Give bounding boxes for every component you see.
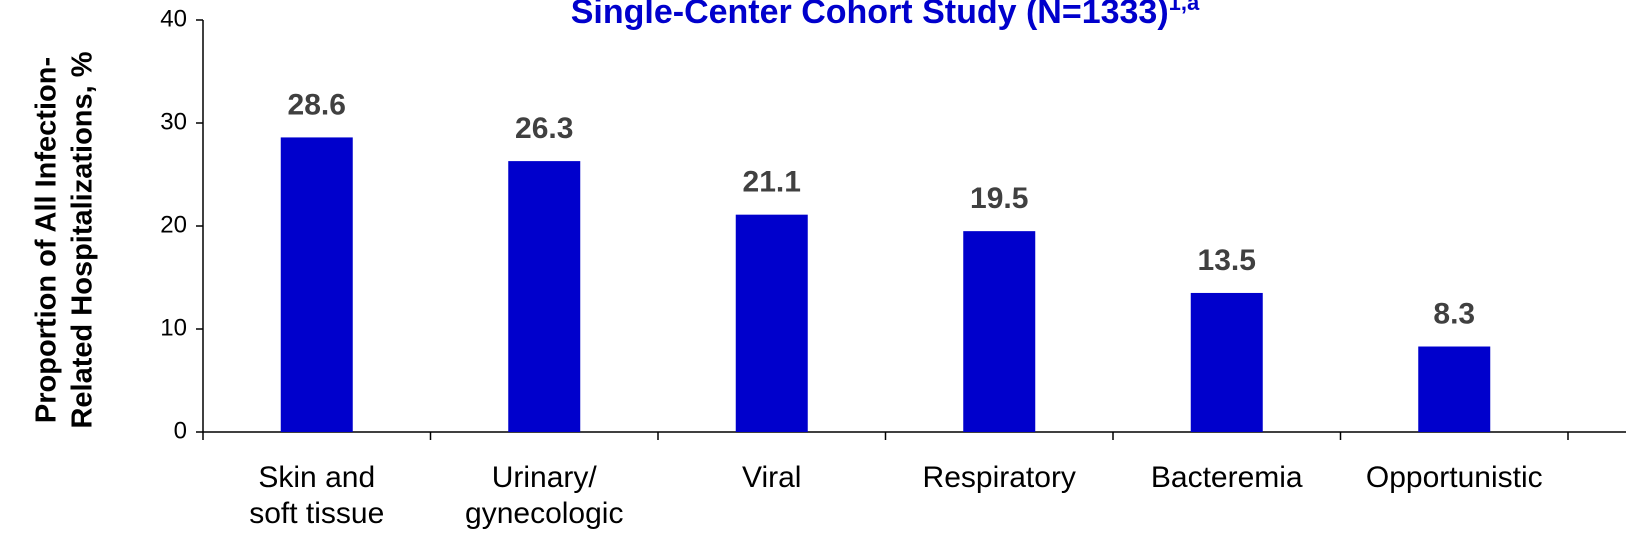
value-label: 13.5: [1198, 244, 1256, 277]
title-superscript: 1,a: [1169, 0, 1200, 15]
y-axis-label: Related Hospitalizations, %: [67, 51, 99, 428]
y-tick-label: 20: [160, 211, 187, 238]
x-tick-label: Viral: [742, 461, 801, 494]
x-tick-label: Respiratory: [923, 461, 1076, 494]
x-tick-label: Urinary/gynecologic: [465, 461, 623, 530]
bar: [735, 214, 808, 432]
value-label: 28.6: [288, 88, 346, 121]
value-label: 21.1: [743, 166, 801, 199]
bar: [1418, 346, 1491, 432]
x-tick-label: Opportunistic: [1366, 461, 1543, 494]
bar: [280, 137, 353, 433]
value-label: 8.3: [1433, 297, 1475, 330]
x-tick-label: Skin and soft tissue: [249, 461, 384, 530]
value-label: 26.3: [515, 112, 573, 145]
chart-title: Single-Center Cohort Study (N=1333)1,a: [571, 0, 1200, 31]
x-tick-label: Bacteremia: [1151, 461, 1303, 494]
y-tick-label: 10: [160, 314, 187, 341]
value-label: 19.5: [970, 182, 1028, 215]
y-tick-label: 40: [160, 5, 187, 32]
y-tick-label: 0: [174, 417, 187, 444]
y-axis-label: Proportion of All Infection-: [31, 57, 63, 423]
bar: [1190, 292, 1263, 432]
bar: [508, 161, 581, 433]
y-tick-label: 30: [160, 108, 187, 135]
title-text: Single-Center Cohort Study (N=1333): [571, 0, 1169, 31]
bar: [963, 231, 1036, 432]
